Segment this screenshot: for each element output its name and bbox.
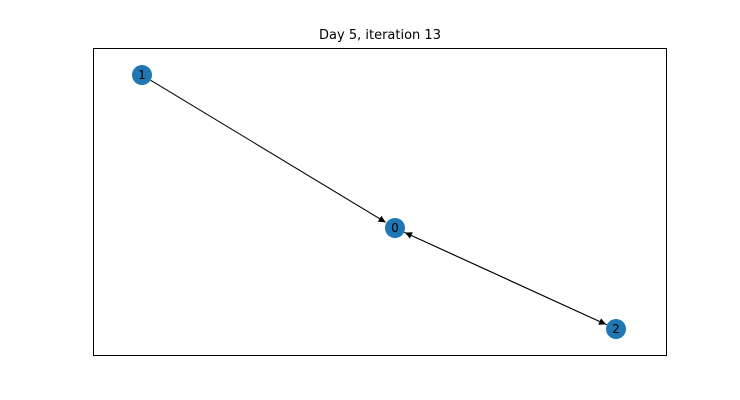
node-1: 1	[132, 65, 152, 85]
node-circle	[606, 319, 626, 339]
figure-title: Day 5, iteration 13	[319, 28, 441, 43]
node-circle	[385, 218, 405, 238]
plot-frame	[93, 48, 667, 356]
edge-2-to-0	[404, 232, 608, 326]
edges-layer	[150, 79, 608, 326]
node-2: 2	[606, 319, 626, 339]
node-0: 0	[385, 218, 405, 238]
edge-1-to-0	[150, 79, 386, 223]
node-label: 1	[138, 68, 146, 82]
nodes-layer: 0 1 2	[132, 65, 626, 339]
node-label: 2	[612, 322, 620, 336]
node-circle	[132, 65, 152, 85]
node-label: 0	[391, 221, 399, 235]
